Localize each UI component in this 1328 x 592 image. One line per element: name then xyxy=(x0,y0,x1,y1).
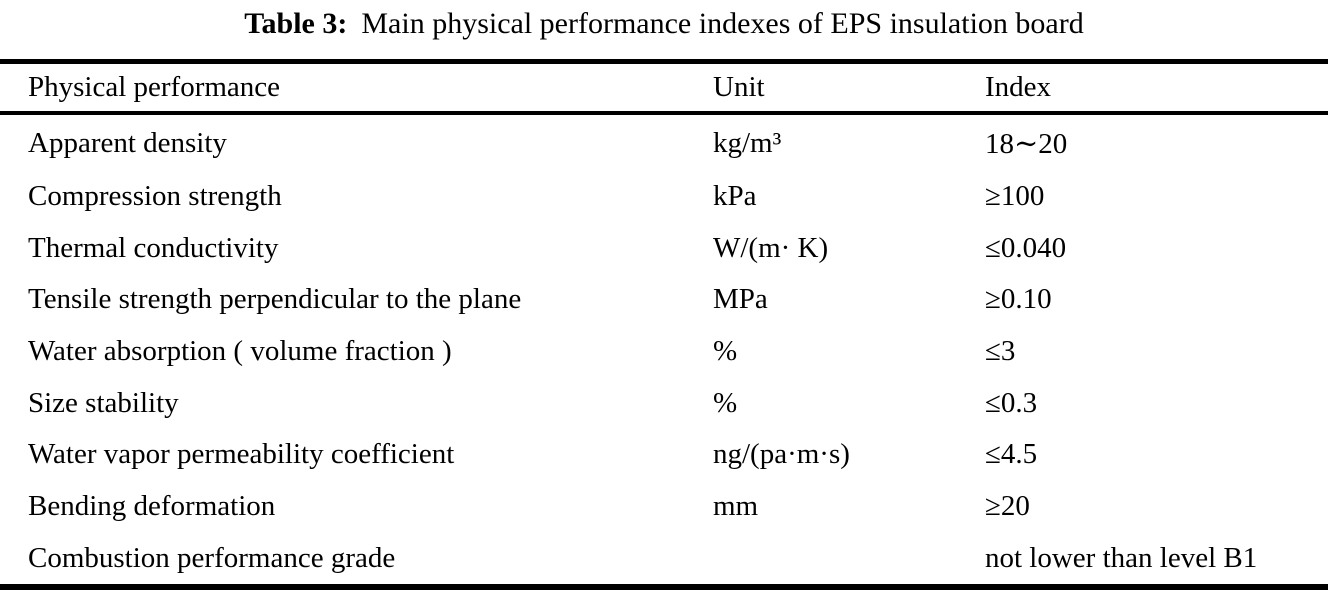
table-top-rule xyxy=(0,59,1328,64)
cell-unit: MPa xyxy=(713,283,768,316)
cell-unit: kPa xyxy=(713,180,757,212)
table-row: Tensile strength perpendicular to the pl… xyxy=(0,274,1328,326)
table-row: Water absorption ( volume fraction ) % ≤… xyxy=(0,326,1328,378)
table-caption: Table 3: Main physical performance indexe… xyxy=(0,2,1328,46)
table-row: Compression strength kPa ≥100 xyxy=(0,171,1328,223)
cell-unit: mm xyxy=(713,490,759,523)
table-row: Bending deformation mm ≥20 xyxy=(0,481,1328,533)
table-caption-text: Main physical performance indexes of EPS… xyxy=(361,7,1084,40)
cell-index: ≥100 xyxy=(985,180,1045,212)
cell-index: not lower than level B1 xyxy=(985,541,1258,574)
cell-index: ≥20 xyxy=(985,490,1030,523)
table-body: Apparent density kg/m³ 18∼20 Compression… xyxy=(0,117,1328,584)
column-header-index: Index xyxy=(985,71,1052,103)
cell-physical-performance: Size stability xyxy=(28,386,179,419)
cell-unit: % xyxy=(713,335,738,368)
table-row: Combustion performance grade not lower t… xyxy=(0,532,1328,584)
cell-unit: % xyxy=(713,386,738,419)
table-row: Apparent density kg/m³ 18∼20 xyxy=(0,117,1328,171)
cell-physical-performance: Tensile strength perpendicular to the pl… xyxy=(28,283,522,316)
table-row: Water vapor permeability coefficient ng/… xyxy=(0,429,1328,481)
cell-index: ≥0.10 xyxy=(985,283,1052,316)
table-header-rule xyxy=(0,111,1328,115)
cell-index: ≤0.040 xyxy=(985,231,1067,264)
cell-index: ≤4.5 xyxy=(985,438,1038,471)
table-bottom-rule xyxy=(0,584,1328,590)
cell-index: ≤0.3 xyxy=(985,386,1038,419)
cell-unit: ng/(pa·m·s) xyxy=(713,438,850,471)
cell-physical-performance: Water absorption ( volume fraction ) xyxy=(28,335,452,368)
cell-physical-performance: Bending deformation xyxy=(28,490,276,523)
cell-physical-performance: Thermal conductivity xyxy=(28,231,279,264)
column-header-unit: Unit xyxy=(713,71,765,103)
cell-physical-performance: Apparent density xyxy=(28,127,227,160)
table-header-row: Physical performance Unit Index xyxy=(0,64,1328,111)
cell-unit: kg/m³ xyxy=(713,127,782,160)
cell-physical-performance: Compression strength xyxy=(28,180,282,212)
cell-index: ≤3 xyxy=(985,335,1016,368)
cell-index: 18∼20 xyxy=(985,128,1068,161)
table-row: Thermal conductivity W/(m· K) ≤0.040 xyxy=(0,222,1328,274)
table-row: Size stability % ≤0.3 xyxy=(0,377,1328,429)
column-header-physical-performance: Physical performance xyxy=(28,71,281,103)
table-caption-label: Table 3: xyxy=(244,7,348,40)
cell-physical-performance: Water vapor permeability coefficient xyxy=(28,438,455,471)
cell-unit: W/(m· K) xyxy=(713,231,829,264)
cell-physical-performance: Combustion performance grade xyxy=(28,541,396,574)
